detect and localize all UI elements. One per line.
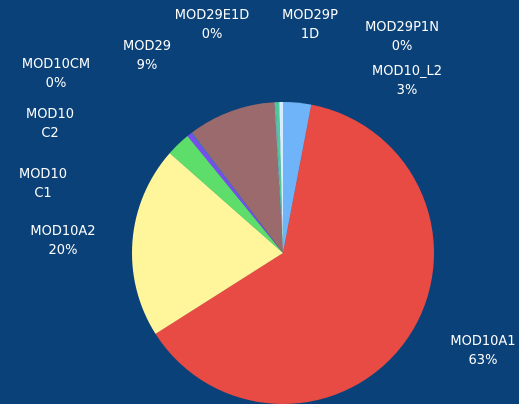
slice-label: MOD10A2 20% bbox=[30, 222, 95, 260]
slice-label: MOD29P1N 0% bbox=[365, 18, 439, 56]
category-label: MOD29P1D bbox=[282, 8, 338, 42]
pie-slice bbox=[169, 136, 283, 253]
value-label: 0% bbox=[391, 39, 413, 54]
slice-label: MOD10A1 63% bbox=[450, 332, 515, 370]
slice-label: MOD29P1D bbox=[278, 6, 342, 44]
pie-slice bbox=[274, 102, 283, 253]
pie-slice bbox=[191, 102, 283, 253]
value-label: 9% bbox=[136, 58, 158, 73]
category-label: MOD10_L2 bbox=[371, 64, 443, 79]
pie-slice bbox=[191, 132, 283, 253]
pie-slice bbox=[275, 102, 283, 253]
category-label: MOD29P1N bbox=[365, 20, 439, 35]
category-label: MOD10A2 bbox=[30, 224, 96, 239]
category-label: MOD29E1D bbox=[174, 8, 250, 23]
slice-label: MOD10CM 0% bbox=[22, 55, 90, 93]
value-label: 0% bbox=[201, 27, 223, 42]
category-label: MOD10C2 bbox=[25, 107, 74, 141]
slice-label: MOD29 9% bbox=[123, 37, 171, 75]
category-label: MOD10C1 bbox=[18, 167, 67, 201]
value-label: 3% bbox=[396, 83, 418, 98]
category-label: MOD29 bbox=[122, 39, 172, 54]
slice-label: MOD10C2 bbox=[23, 105, 78, 143]
value-label: 20% bbox=[48, 243, 78, 258]
category-label: MOD10CM bbox=[21, 57, 91, 72]
slice-label: MOD10_L2 3% bbox=[372, 62, 442, 100]
value-label: 0% bbox=[45, 76, 67, 91]
slice-label: MOD10C1 bbox=[16, 165, 71, 203]
slice-label: MOD29E1D 0% bbox=[175, 6, 250, 44]
value-label: 63% bbox=[468, 353, 498, 368]
pie-slice bbox=[155, 104, 435, 404]
pie-slice bbox=[132, 153, 283, 334]
category-label: MOD10A1 bbox=[450, 334, 516, 349]
pie-slice bbox=[279, 102, 283, 253]
pie-slice bbox=[187, 133, 283, 253]
pie-slice bbox=[283, 102, 312, 253]
